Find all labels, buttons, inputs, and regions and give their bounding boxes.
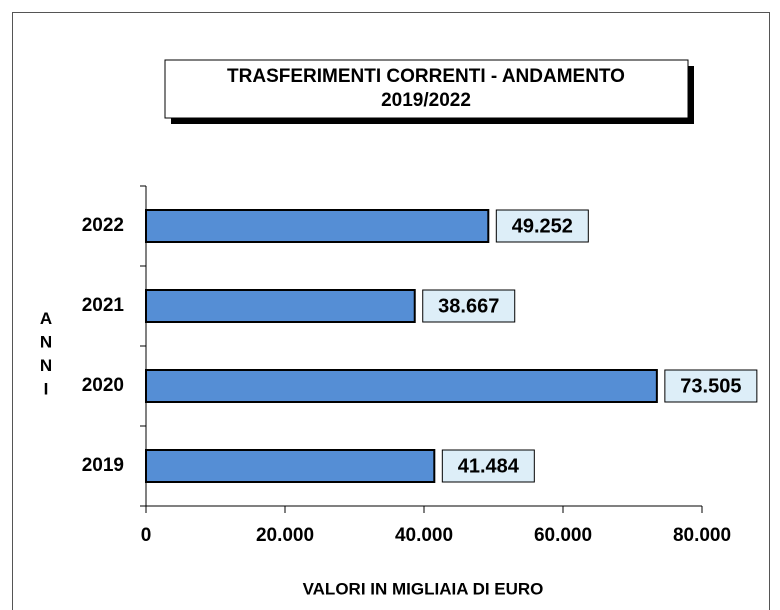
bar [145,209,490,243]
x-tick-label: 20.000 [256,525,314,546]
y-axis-label-letter: A [40,309,52,328]
y-tick-label: 2020 [82,375,124,396]
y-tick-label: 2022 [82,215,124,236]
value-label-box [664,369,758,403]
chart-title: TRASFERIMENTI CORRENTI - ANDAMENTO [227,66,625,87]
value-label: 49.252 [512,215,573,237]
x-tick-label: 0 [141,525,152,546]
chart-title: 2019/2022 [381,90,471,111]
value-label: 41.484 [458,455,520,477]
x-tick-label: 60.000 [534,525,592,546]
title-box [164,59,689,119]
value-label-box [495,209,589,243]
value-label: 73.505 [680,375,741,397]
value-label: 38.667 [438,295,499,317]
value-label-box [422,289,516,323]
y-tick-label: 2021 [82,295,125,316]
y-tick-label: 2019 [82,455,124,476]
x-tick-label: 80.000 [673,525,731,546]
y-axis-label-letter: I [44,380,49,399]
x-axis-label: VALORI IN MIGLIAIA DI EURO [303,579,544,598]
bar [145,449,436,483]
x-tick-label: 40.000 [395,525,453,546]
bar [145,289,416,323]
value-label-box [441,449,535,483]
y-axis-label-letter: N [40,333,52,352]
y-axis-label-letter: N [40,356,52,375]
bar [145,369,658,403]
